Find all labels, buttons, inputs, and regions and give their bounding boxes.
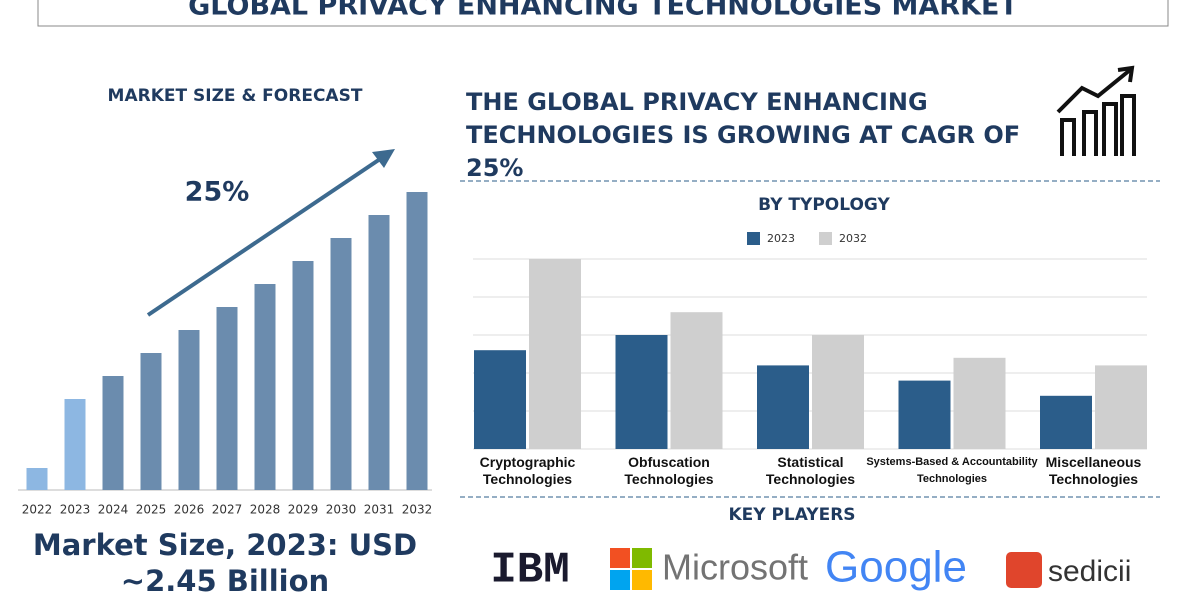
bar — [757, 365, 809, 449]
x-tick-label: Statistical Technologies — [765, 454, 856, 487]
logo-sedicii: sedicii — [1048, 555, 1131, 588]
bar — [953, 357, 1006, 449]
bar — [292, 261, 314, 490]
cagr-label: 25% — [185, 177, 250, 208]
bar — [898, 380, 951, 449]
bar — [64, 399, 86, 490]
x-tick-label: 2030 — [326, 503, 357, 517]
bar — [474, 350, 526, 449]
logo-google: Google — [825, 543, 967, 592]
x-tick-label: 2028 — [250, 503, 281, 517]
bar — [140, 353, 162, 490]
chart-title: MARKET SIZE & FORECAST — [108, 86, 363, 106]
x-tick-label: Cryptographic Technologies — [479, 454, 576, 487]
bar — [368, 215, 390, 490]
header-box — [37, 0, 1169, 27]
growth-icon — [1056, 65, 1136, 156]
x-tick-label: Obfuscation Technologies — [624, 454, 714, 487]
x-tick-label: 2024 — [98, 503, 129, 517]
bar — [812, 335, 864, 449]
x-tick-label: 2027 — [212, 503, 243, 517]
legend-swatch — [747, 232, 760, 245]
bar — [615, 335, 668, 449]
bar — [26, 468, 48, 490]
bar — [330, 238, 352, 490]
x-tick-label: 2031 — [364, 503, 395, 517]
bar — [216, 307, 238, 490]
x-tick-label: 2032 — [402, 503, 433, 517]
x-tick-label: 2023 — [60, 503, 91, 517]
logo-microsoft: Microsoft — [662, 547, 808, 588]
bar — [670, 312, 723, 449]
legend-label: 2032 — [839, 232, 867, 245]
header-title: GLOBAL PRIVACY ENHANCING TECHNOLOGIES MA… — [188, 0, 1018, 22]
legend-swatch — [819, 232, 832, 245]
trend-arrow — [146, 155, 385, 317]
legend-label: 2023 — [767, 232, 795, 245]
bar — [254, 284, 276, 490]
x-tick-label: 2029 — [288, 503, 319, 517]
x-tick-label: Systems-Based & Accountability Technolog… — [866, 456, 1038, 485]
x-tick-label: Miscellaneous Technologies — [1045, 454, 1142, 487]
x-tick-label: 2025 — [136, 503, 167, 517]
x-tick-label: 2022 — [22, 503, 53, 517]
microsoft-icon — [610, 548, 652, 590]
headline: THE GLOBAL PRIVACY ENHANCING TECHNOLOGIE… — [466, 88, 1021, 182]
x-tick-label: 2026 — [174, 503, 205, 517]
bar — [1095, 365, 1147, 449]
bar — [406, 192, 428, 490]
key-players-title: KEY PLAYERS — [728, 505, 855, 525]
sedicii-icon — [1006, 552, 1042, 588]
market-size: ~2.45 Billion — [121, 564, 329, 598]
bar — [102, 376, 124, 490]
market-size: Market Size, 2023: USD — [33, 528, 417, 562]
bar — [1040, 395, 1092, 449]
logo-ibm: IBM — [490, 546, 569, 596]
bar — [529, 259, 581, 449]
bar — [178, 330, 200, 490]
chart-title: BY TYPOLOGY — [758, 195, 890, 215]
arrow-head — [372, 149, 395, 168]
